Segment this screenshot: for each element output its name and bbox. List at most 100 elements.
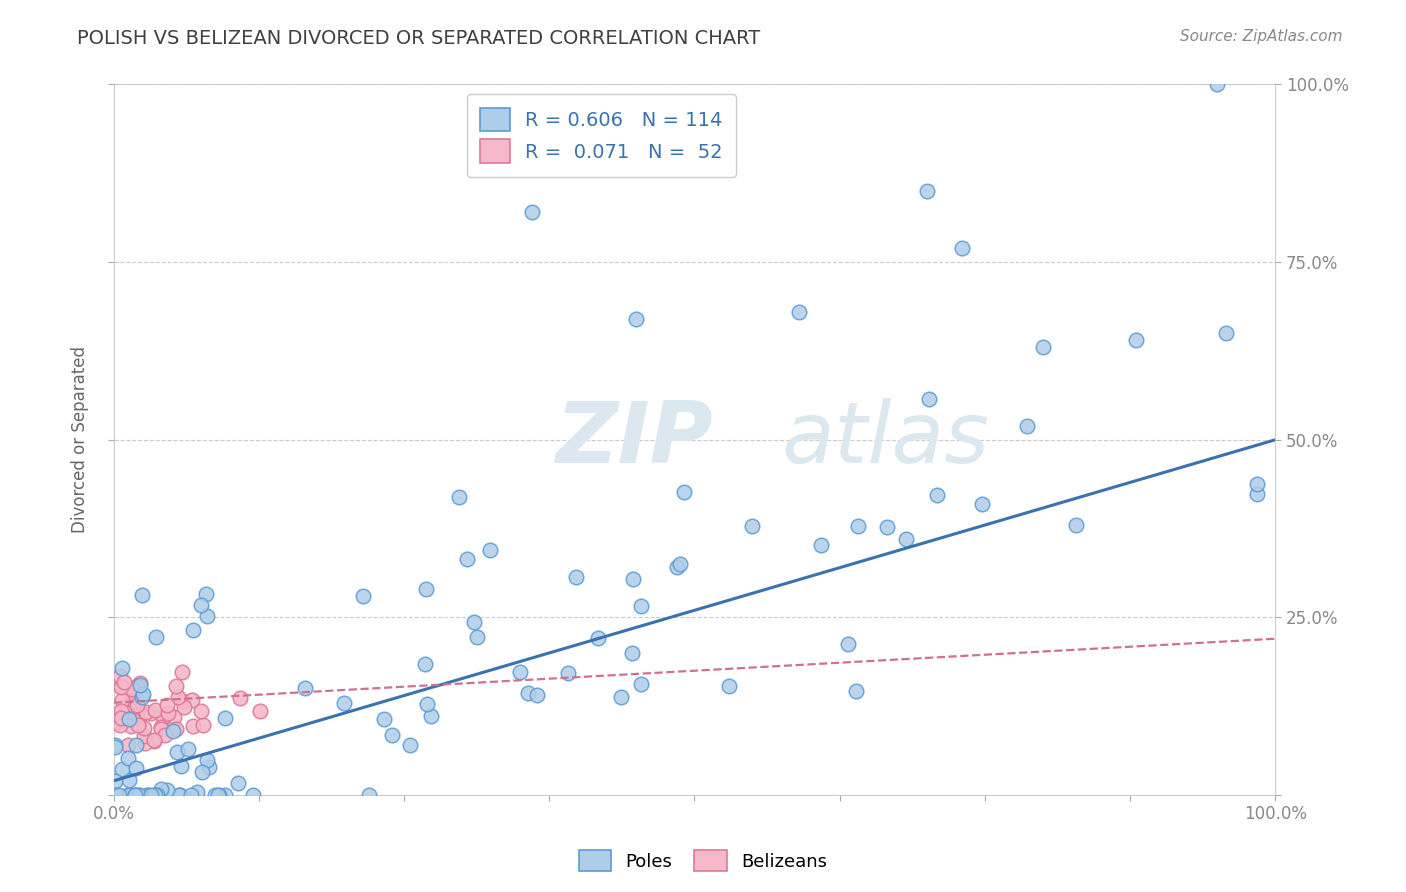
- Point: [917, 392, 939, 407]
- Point: [111, 693, 134, 707]
- Point: [399, 738, 422, 752]
- Point: [846, 519, 869, 533]
- Point: [104, 788, 127, 802]
- Point: [150, 723, 173, 737]
- Point: [177, 742, 200, 756]
- Y-axis label: Divorced or Separated: Divorced or Separated: [72, 346, 89, 533]
- Point: [118, 788, 141, 802]
- Point: [415, 582, 437, 596]
- Point: [143, 734, 166, 748]
- Point: [194, 587, 217, 601]
- Point: [741, 519, 763, 533]
- Point: [449, 490, 471, 504]
- Point: [226, 775, 249, 789]
- Point: [143, 788, 166, 802]
- Point: [111, 661, 134, 675]
- Point: [120, 719, 142, 733]
- Point: [190, 704, 212, 718]
- Point: [124, 710, 146, 724]
- Point: [1017, 418, 1039, 433]
- Point: [1246, 477, 1268, 491]
- Point: [195, 752, 218, 766]
- Point: [128, 788, 150, 802]
- Point: [420, 709, 443, 723]
- Point: [108, 717, 131, 731]
- Point: [129, 675, 152, 690]
- Point: [520, 205, 543, 219]
- Point: [132, 688, 155, 702]
- Point: [172, 694, 194, 708]
- Point: [332, 696, 354, 710]
- Point: [122, 694, 145, 708]
- Point: [104, 714, 127, 729]
- Point: [183, 623, 205, 637]
- Point: [150, 720, 173, 734]
- Point: [509, 665, 531, 679]
- Point: [136, 788, 159, 802]
- Point: [124, 761, 146, 775]
- Point: [129, 678, 152, 692]
- Point: [249, 704, 271, 718]
- Point: [155, 698, 177, 712]
- Point: [124, 788, 146, 802]
- Point: [132, 730, 155, 744]
- Point: [1064, 518, 1087, 533]
- Point: [170, 665, 193, 680]
- Point: [630, 599, 652, 613]
- Point: [165, 722, 187, 736]
- Point: [108, 788, 131, 802]
- Point: [180, 788, 202, 802]
- Point: [181, 693, 204, 707]
- Point: [837, 637, 859, 651]
- Point: [229, 691, 252, 706]
- Point: [162, 724, 184, 739]
- Text: POLISH VS BELIZEAN DIVORCED OR SEPARATED CORRELATION CHART: POLISH VS BELIZEAN DIVORCED OR SEPARATED…: [77, 29, 761, 47]
- Point: [810, 538, 832, 552]
- Text: ZIP: ZIP: [555, 398, 713, 482]
- Point: [165, 679, 187, 693]
- Point: [129, 706, 152, 721]
- Point: [112, 674, 135, 689]
- Point: [190, 599, 212, 613]
- Legend: Poles, Belizeans: Poles, Belizeans: [572, 843, 834, 879]
- Point: [373, 712, 395, 726]
- Point: [136, 788, 159, 802]
- Point: [526, 688, 548, 702]
- Text: Source: ZipAtlas.com: Source: ZipAtlas.com: [1180, 29, 1343, 44]
- Point: [1125, 333, 1147, 347]
- Point: [104, 739, 127, 753]
- Point: [478, 542, 501, 557]
- Point: [915, 184, 938, 198]
- Point: [1032, 340, 1054, 354]
- Point: [214, 711, 236, 725]
- Point: [166, 746, 188, 760]
- Point: [1246, 487, 1268, 501]
- Point: [105, 788, 128, 802]
- Point: [117, 738, 139, 752]
- Point: [121, 681, 143, 696]
- Point: [118, 712, 141, 726]
- Point: [121, 714, 143, 728]
- Point: [413, 657, 436, 672]
- Point: [626, 312, 648, 326]
- Point: [104, 774, 127, 789]
- Point: [416, 697, 439, 711]
- Point: [214, 788, 236, 802]
- Point: [127, 698, 149, 712]
- Text: atlas: atlas: [782, 398, 990, 482]
- Point: [557, 665, 579, 680]
- Point: [104, 740, 127, 755]
- Point: [357, 788, 380, 802]
- Point: [927, 488, 949, 502]
- Point: [565, 570, 588, 584]
- Point: [207, 788, 229, 802]
- Point: [163, 710, 186, 724]
- Point: [128, 788, 150, 802]
- Point: [894, 533, 917, 547]
- Point: [352, 589, 374, 603]
- Point: [125, 679, 148, 693]
- Point: [456, 552, 478, 566]
- Point: [152, 710, 174, 724]
- Point: [143, 732, 166, 747]
- Point: [621, 572, 644, 586]
